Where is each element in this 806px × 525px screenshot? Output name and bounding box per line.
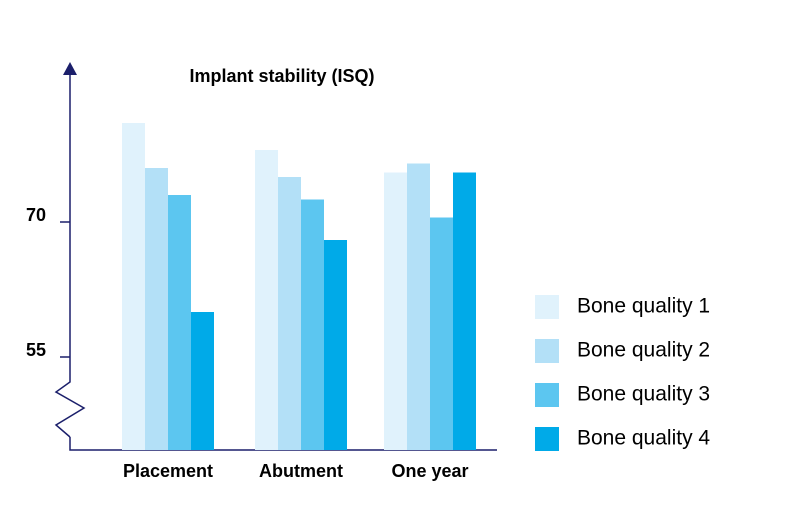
y-tick-label: 70 — [26, 205, 46, 225]
x-tick-label: Placement — [123, 461, 213, 481]
bar — [453, 172, 476, 450]
bar — [122, 123, 145, 450]
legend-label: Bone quality 4 — [577, 427, 710, 450]
y-axis — [54, 72, 86, 438]
bar — [168, 195, 191, 450]
legend-label: Bone quality 3 — [577, 383, 710, 406]
bar — [145, 168, 168, 450]
legend-swatch — [535, 295, 559, 319]
bar — [407, 163, 430, 450]
bar — [430, 217, 453, 450]
legend-swatch — [535, 339, 559, 363]
axis-arrow — [63, 62, 77, 75]
x-axis — [69, 437, 497, 451]
x-tick-label: Abutment — [259, 461, 343, 481]
x-tick-label: One year — [391, 461, 468, 481]
legend-swatch — [535, 383, 559, 407]
y-tick-label: 55 — [26, 340, 46, 360]
bar — [324, 240, 347, 450]
bar — [255, 150, 278, 450]
legend-swatch — [535, 427, 559, 451]
bar — [301, 199, 324, 450]
bar — [191, 312, 214, 450]
legend-label: Bone quality 2 — [577, 339, 710, 362]
chart-title: Implant stability (ISQ) — [189, 66, 374, 86]
legend-label: Bone quality 1 — [577, 295, 710, 318]
bar — [384, 172, 407, 450]
bar — [278, 177, 301, 450]
